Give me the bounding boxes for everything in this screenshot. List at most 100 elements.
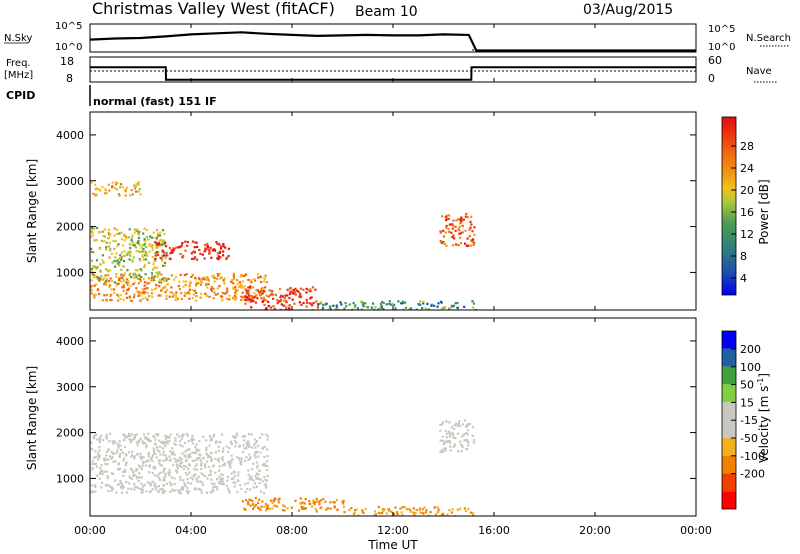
velocity-cell <box>151 480 154 483</box>
velocity-cell <box>110 450 113 453</box>
power-cell <box>158 281 161 284</box>
power-cell <box>137 236 140 240</box>
velocity-cell <box>200 461 203 464</box>
power-cell <box>104 228 107 231</box>
velocity-cell <box>264 478 267 481</box>
velocity-cell <box>210 458 213 461</box>
power-cell <box>335 304 338 307</box>
velocity-cell <box>461 435 464 438</box>
velocity-cell <box>459 507 462 510</box>
velocity-cell <box>213 433 216 436</box>
velocity-cell <box>174 439 177 442</box>
power-cell <box>279 300 282 303</box>
power-cell <box>228 298 231 301</box>
velocity-cell <box>380 512 383 515</box>
power-cell <box>120 276 123 279</box>
velocity-cell <box>99 467 102 470</box>
velocity-cell <box>251 503 255 506</box>
power-cell <box>458 229 461 232</box>
power-cell <box>146 298 149 301</box>
freq-label-line1: Freq. <box>6 58 31 69</box>
power-cell <box>241 280 244 283</box>
power-cell <box>253 295 256 298</box>
power-cell <box>157 232 160 235</box>
velocity-cell <box>133 488 136 491</box>
power-cell <box>210 289 213 292</box>
velocity-cell <box>250 433 253 436</box>
power-cell <box>143 266 146 269</box>
velocity-cell <box>228 491 231 494</box>
power-cell <box>442 229 445 232</box>
power-cell <box>107 237 110 240</box>
velocity-cell <box>473 438 476 442</box>
velocity-cell <box>128 482 131 485</box>
velocity-cell <box>149 457 153 461</box>
nsearch-tick-top: 10^5 <box>708 24 735 35</box>
velocity-cell <box>127 434 130 438</box>
velocity-cell <box>199 480 202 483</box>
power-cell <box>131 193 134 196</box>
power-cell <box>264 286 267 289</box>
velocity-cell <box>247 458 250 461</box>
power-cell <box>137 190 140 193</box>
velocity-cell <box>242 435 245 438</box>
power-cell <box>111 261 114 264</box>
power-cell <box>123 233 126 236</box>
power-cell <box>234 287 237 290</box>
power-cell <box>230 278 234 281</box>
power-cell <box>95 267 98 270</box>
power-cell <box>132 256 135 259</box>
power-cell <box>114 256 117 259</box>
power-cell <box>244 295 247 298</box>
power-cell <box>360 300 363 303</box>
power-cell <box>108 256 111 259</box>
x-tick-label: 00:00 <box>74 524 106 537</box>
nave-tick-bottom: 0 <box>708 72 715 85</box>
power-cell <box>293 302 296 305</box>
power-cell <box>101 259 104 262</box>
power-cell <box>254 301 257 304</box>
power-cell <box>305 305 308 308</box>
power-cell <box>115 260 118 263</box>
power-cell <box>93 294 96 297</box>
velocity-cell <box>147 453 150 456</box>
velocity-cell <box>188 453 191 456</box>
power-cell <box>466 216 469 219</box>
velocity-cell <box>157 459 160 462</box>
y-tick-label: 2000 <box>56 221 84 234</box>
velocity-cell <box>451 434 455 437</box>
power-cell <box>106 277 109 281</box>
velocity-cell <box>153 467 157 470</box>
velocity-cell <box>104 484 108 487</box>
velocity-cell <box>259 478 262 481</box>
velocity-cell <box>131 450 134 453</box>
power-cell <box>135 229 138 232</box>
power-cell <box>147 277 151 280</box>
power-cell <box>216 242 219 245</box>
velocity-cell <box>266 454 269 458</box>
velocity-cell <box>247 501 250 504</box>
velocity-cell <box>253 505 256 508</box>
power-cell <box>464 215 467 218</box>
velocity-cell <box>186 486 189 489</box>
x-tick-label: 08:00 <box>276 524 308 537</box>
power-cell <box>90 289 93 292</box>
velocity-cell <box>440 448 444 452</box>
velocity-cell <box>116 468 119 471</box>
power-cell <box>343 307 346 310</box>
power-cell <box>114 183 117 186</box>
power-cell <box>130 276 133 279</box>
velocity-cell <box>201 481 204 484</box>
velocity-cell <box>168 474 171 477</box>
velocity-cell <box>185 490 188 493</box>
power-cell <box>263 280 266 283</box>
power-cell <box>118 276 121 279</box>
power-cell <box>219 295 223 298</box>
velocity-cell <box>105 470 108 473</box>
velocity-cell <box>176 463 179 466</box>
power-cell <box>247 299 250 302</box>
velocity-cell <box>90 490 93 493</box>
power-colorbar-label: Power [dB] <box>757 179 771 244</box>
velocity-cell <box>236 490 239 494</box>
x-tick-label: 00:00 <box>680 524 712 537</box>
